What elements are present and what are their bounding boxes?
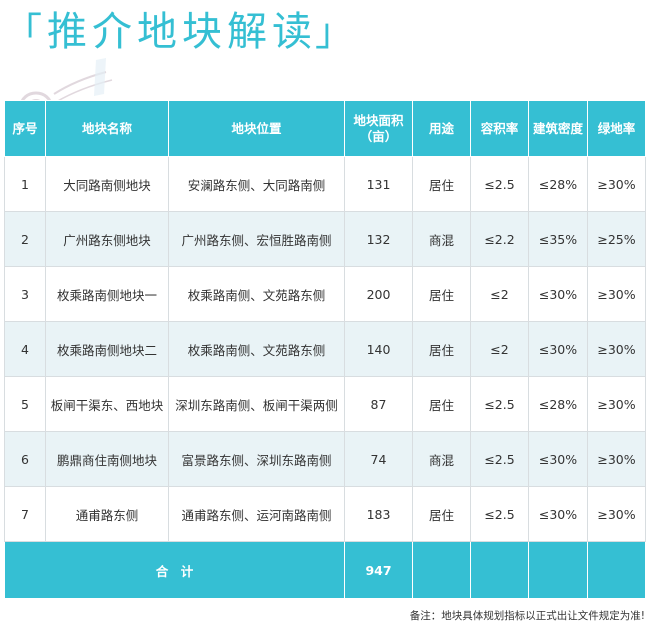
table-cell: 131 bbox=[344, 156, 413, 212]
table-cell: ≤28% bbox=[528, 376, 588, 432]
table-cell: 通甫路东侧 bbox=[45, 486, 169, 542]
table-cell: 5 bbox=[4, 376, 46, 432]
table-cell: ≤30% bbox=[528, 486, 588, 542]
table-cell: 鹏鼎商住南侧地块 bbox=[45, 431, 169, 487]
table-cell: 广州路东侧地块 bbox=[45, 211, 169, 267]
table-cell: ≤2.5 bbox=[470, 486, 529, 542]
table-cell: ≥30% bbox=[587, 266, 646, 322]
table-cell: 4 bbox=[4, 321, 46, 377]
title-area: 「 推介地块解读 」 bbox=[0, 0, 651, 96]
table-cell: 居住 bbox=[412, 266, 471, 322]
table-row: 4 枚乘路南侧地块二 枚乘路南侧、文苑路东侧 140 居住 ≤2 ≤30% ≥30% bbox=[4, 321, 646, 377]
table-cell: ≤35% bbox=[528, 211, 588, 267]
table-cell: ≤30% bbox=[528, 266, 588, 322]
table-cell: ≤30% bbox=[528, 321, 588, 377]
total-area: 947 bbox=[344, 541, 413, 599]
table-cell: 板闸干渠东、西地块 bbox=[45, 376, 169, 432]
table-cell: 商混 bbox=[412, 431, 471, 487]
total-empty-cell bbox=[412, 541, 471, 599]
title-bracket-close: 」 bbox=[315, 10, 359, 54]
table-cell: 居住 bbox=[412, 486, 471, 542]
title-bracket-open: 「 bbox=[4, 10, 48, 54]
table-cell: 居住 bbox=[412, 156, 471, 212]
table-row: 7 通甫路东侧 通甫路东侧、运河南路南侧 183 居住 ≤2.5 ≤30% ≥30% bbox=[4, 486, 646, 542]
column-header: 建筑密度 bbox=[528, 100, 588, 157]
table-cell: 1 bbox=[4, 156, 46, 212]
land-plot-table: 序号 地块名称 地块位置 地块面积 （亩） 用途 容积率 建筑密度 绿地率 1 大同路南侧地块 安澜… bbox=[4, 100, 646, 599]
table-cell: 3 bbox=[4, 266, 46, 322]
table-cell: ≤2.5 bbox=[470, 156, 529, 212]
table-cell: 枚乘路南侧、文苑路东侧 bbox=[168, 321, 345, 377]
table-cell: 通甫路东侧、运河南路南侧 bbox=[168, 486, 345, 542]
column-header: 地块面积 （亩） bbox=[344, 100, 413, 157]
page-title: 「 推介地块解读 」 bbox=[4, 2, 358, 62]
table-cell: ≥30% bbox=[587, 431, 646, 487]
table-cell: 200 bbox=[344, 266, 413, 322]
table-cell: 6 bbox=[4, 431, 46, 487]
column-header: 容积率 bbox=[470, 100, 529, 157]
total-empty-cell bbox=[528, 541, 588, 599]
table-cell: 枚乘路南侧地块一 bbox=[45, 266, 169, 322]
table-cell: ≤2.5 bbox=[470, 431, 529, 487]
table-cell: 商混 bbox=[412, 211, 471, 267]
table-cell: 深圳东路南侧、板闸干渠两侧 bbox=[168, 376, 345, 432]
table-row: 1 大同路南侧地块 安澜路东侧、大同路南侧 131 居住 ≤2.5 ≤28% ≥30% bbox=[4, 156, 646, 212]
total-row: 合 计 947 bbox=[4, 541, 646, 599]
total-label: 合 计 bbox=[4, 541, 345, 599]
table-cell: 枚乘路南侧、文苑路东侧 bbox=[168, 266, 345, 322]
table-cell: ≥30% bbox=[587, 376, 646, 432]
table-cell: 大同路南侧地块 bbox=[45, 156, 169, 212]
total-empty-cell bbox=[587, 541, 646, 599]
table-cell: 2 bbox=[4, 211, 46, 267]
table-cell: 富景路东侧、深圳东路南侧 bbox=[168, 431, 345, 487]
table-cell: 枚乘路南侧地块二 bbox=[45, 321, 169, 377]
table-row: 3 枚乘路南侧地块一 枚乘路南侧、文苑路东侧 200 居住 ≤2 ≤30% ≥30% bbox=[4, 266, 646, 322]
table-cell: ≤2.5 bbox=[470, 376, 529, 432]
table-cell: ≤2 bbox=[470, 321, 529, 377]
table-cell: ≤2 bbox=[470, 266, 529, 322]
table-cell: 183 bbox=[344, 486, 413, 542]
column-header: 地块位置 bbox=[168, 100, 345, 157]
column-header: 地块名称 bbox=[45, 100, 169, 157]
table-cell: ≤2.2 bbox=[470, 211, 529, 267]
total-empty-cell bbox=[470, 541, 529, 599]
table-row: 6 鹏鼎商住南侧地块 富景路东侧、深圳东路南侧 74 商混 ≤2.5 ≤30% ≥30% bbox=[4, 431, 646, 487]
column-header: 用途 bbox=[412, 100, 471, 157]
table-cell: ≥30% bbox=[587, 321, 646, 377]
table-cell: ≥30% bbox=[587, 156, 646, 212]
table-cell: 居住 bbox=[412, 376, 471, 432]
table-cell: 132 bbox=[344, 211, 413, 267]
table-body: 1 大同路南侧地块 安澜路东侧、大同路南侧 131 居住 ≤2.5 ≤28% ≥30% 2 广州路… bbox=[4, 156, 646, 542]
table-cell: ≥30% bbox=[587, 486, 646, 542]
table-cell: 广州路东侧、宏恒胜路南侧 bbox=[168, 211, 345, 267]
table-row: 2 广州路东侧地块 广州路东侧、宏恒胜路南侧 132 商混 ≤2.2 ≤35% ≥25% bbox=[4, 211, 646, 267]
footnote: 备注：地块具体规划指标以正式出让文件规定为准! bbox=[409, 610, 645, 622]
table-cell: 140 bbox=[344, 321, 413, 377]
table-cell: 居住 bbox=[412, 321, 471, 377]
table-cell: ≤28% bbox=[528, 156, 588, 212]
column-header: 绿地率 bbox=[587, 100, 646, 157]
table-row: 5 板闸干渠东、西地块 深圳东路南侧、板闸干渠两侧 87 居住 ≤2.5 ≤28% ≥30% bbox=[4, 376, 646, 432]
title-text: 推介地块解读 bbox=[47, 9, 318, 55]
table-header-row: 序号 地块名称 地块位置 地块面积 （亩） 用途 容积率 建筑密度 绿地率 bbox=[4, 100, 646, 157]
table-cell: ≥25% bbox=[587, 211, 646, 267]
table-cell: 87 bbox=[344, 376, 413, 432]
column-header: 序号 bbox=[4, 100, 46, 157]
table-cell: 安澜路东侧、大同路南侧 bbox=[168, 156, 345, 212]
table-cell: 7 bbox=[4, 486, 46, 542]
table-cell: 74 bbox=[344, 431, 413, 487]
table-cell: ≤30% bbox=[528, 431, 588, 487]
